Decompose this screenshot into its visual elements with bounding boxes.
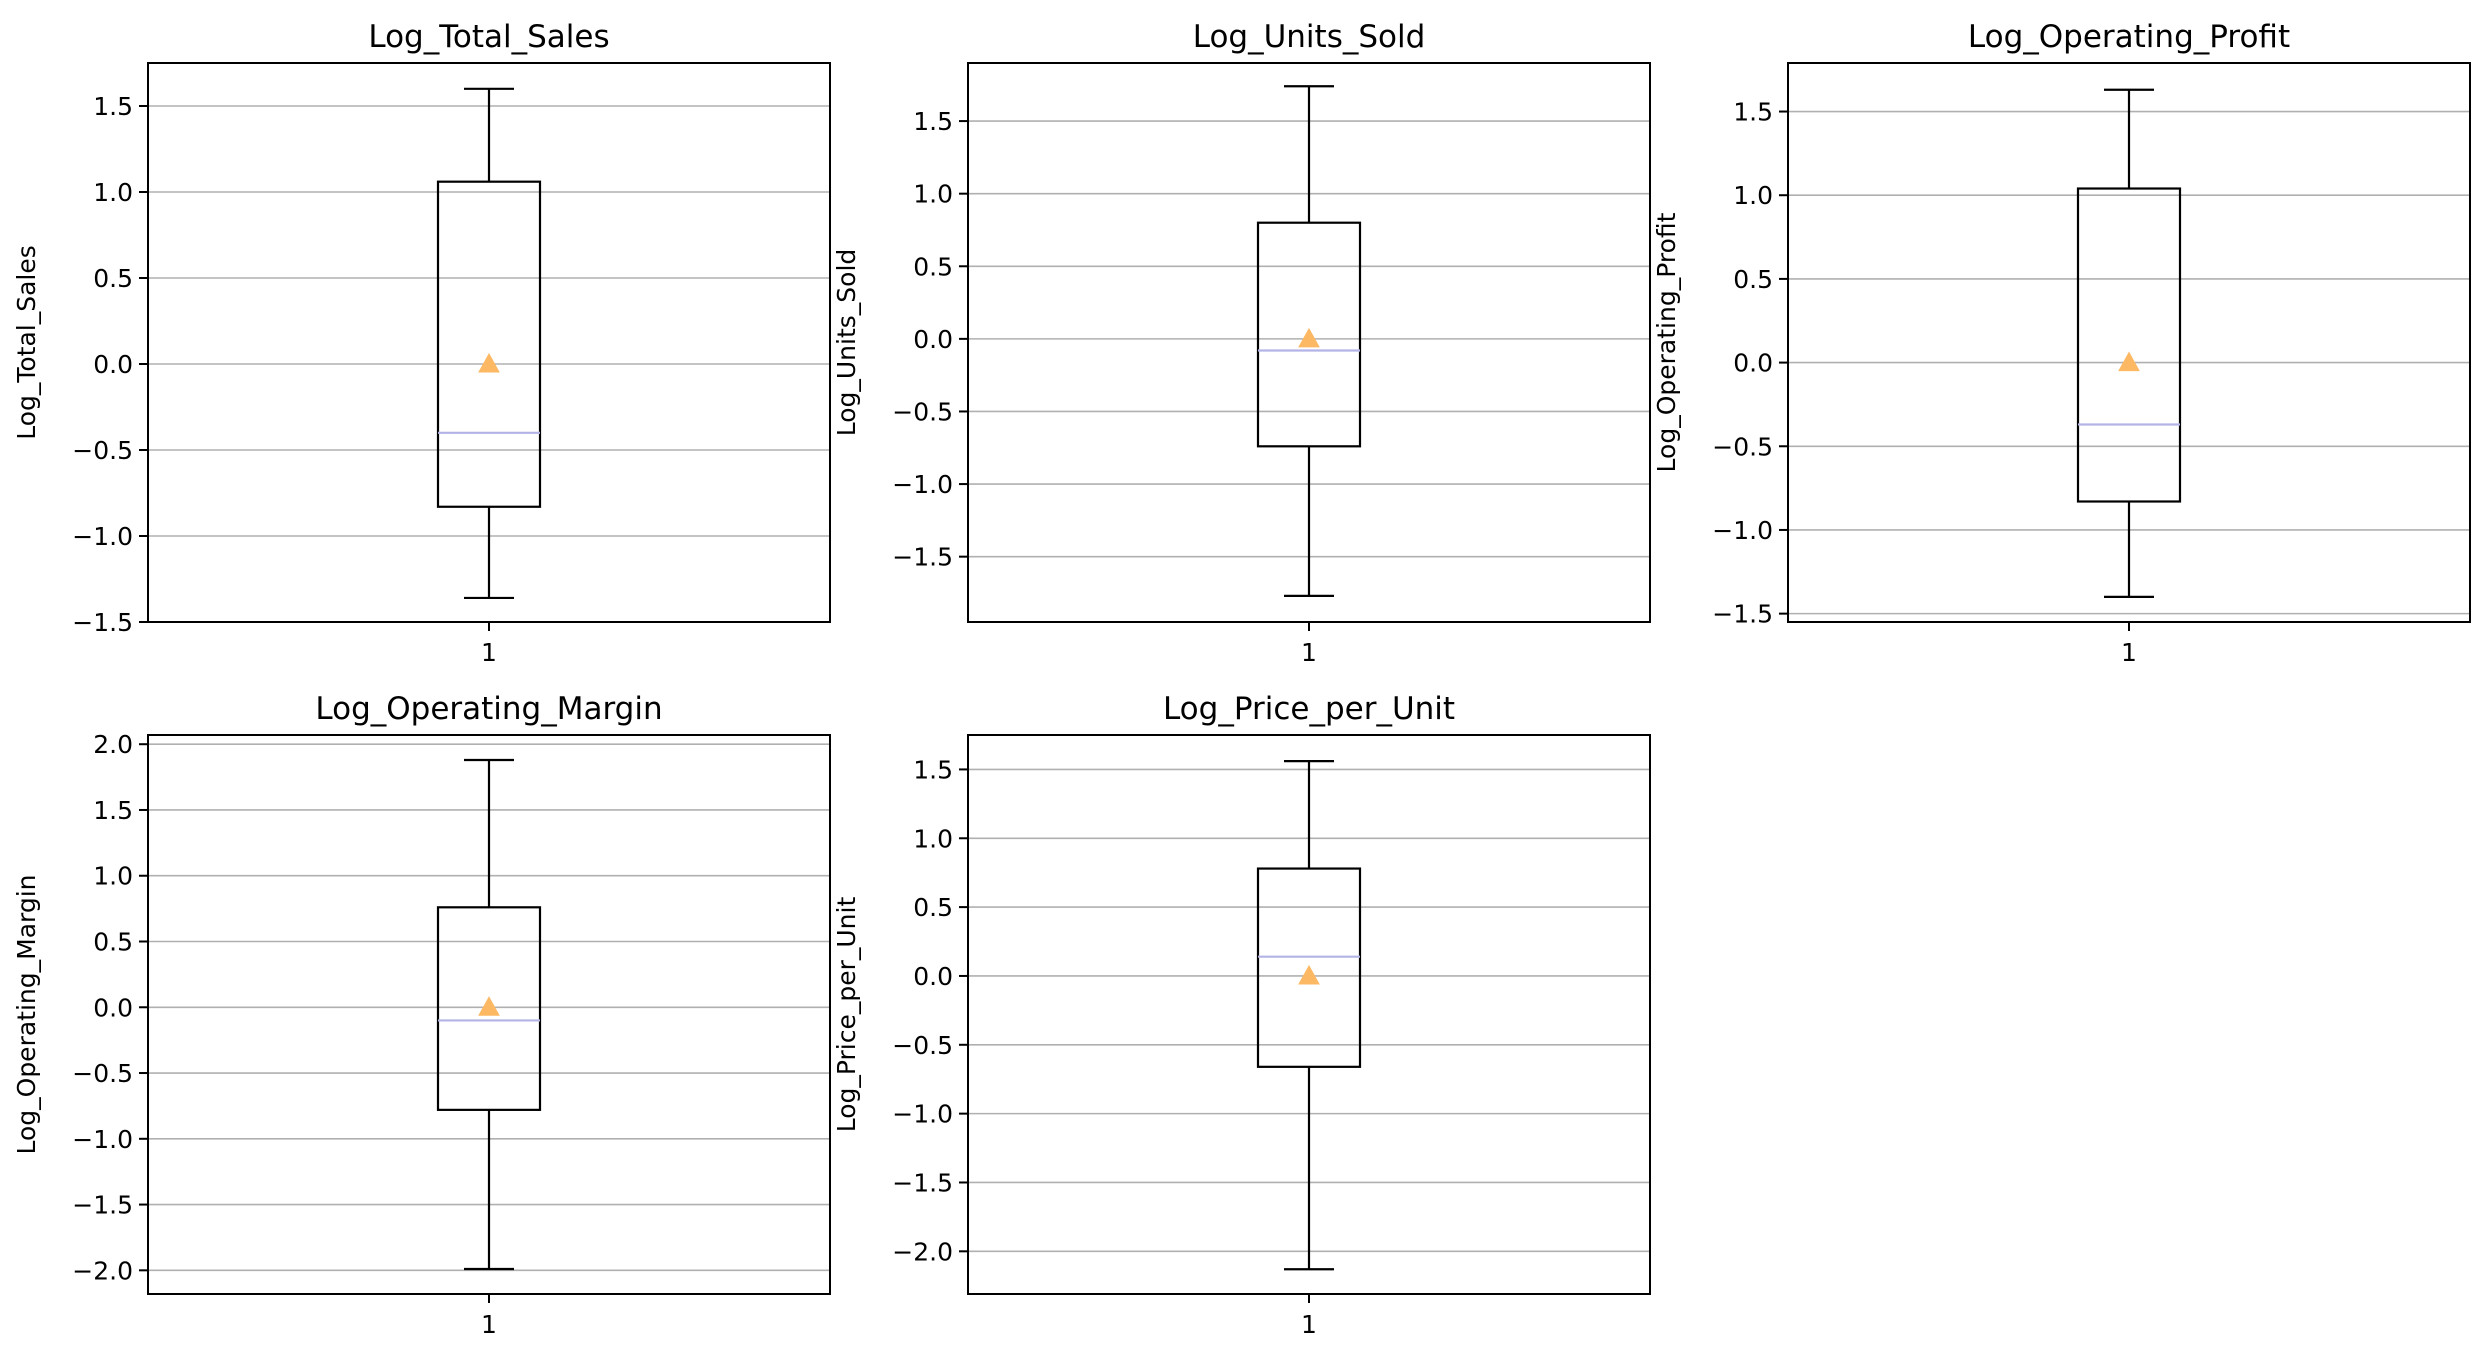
x-tick-label: 1 xyxy=(481,638,497,667)
y-tick-label: 1.5 xyxy=(93,796,133,825)
y-tick-label: 0.0 xyxy=(93,350,133,379)
y-tick-label: 1.5 xyxy=(93,92,133,121)
y-axis-label: Log_Price_per_Unit xyxy=(832,897,861,1133)
subplot-title: Log_Units_Sold xyxy=(1193,19,1426,55)
y-tick-label: 1.0 xyxy=(1733,181,1773,210)
y-axis-label: Log_Total_Sales xyxy=(12,245,41,440)
iqr-box xyxy=(1256,867,1362,1068)
subplot-5: −2.0 −1.5 −1.0 −0.5 0.0 0.5 1.0 1.5 1 Log_Price_p… xyxy=(832,691,1651,1339)
y-tick-label: −1.5 xyxy=(1712,600,1773,629)
y-tick-label: 0.5 xyxy=(1733,265,1773,294)
mean-marker xyxy=(1298,327,1320,348)
y-tick-label: 0.0 xyxy=(93,993,133,1022)
y-tick-label: 1.5 xyxy=(913,755,953,784)
subplot-3: −1.5 −1.0 −0.5 0.0 0.5 1.0 1.5 1 Log_Operating_P… xyxy=(1652,19,2471,667)
y-tick-label: −1.0 xyxy=(892,470,953,499)
y-tick-label: −1.5 xyxy=(72,608,133,637)
y-tick-label: 1.0 xyxy=(913,180,953,209)
y-tick-label: 1.0 xyxy=(93,862,133,891)
iqr-box xyxy=(436,906,542,1111)
y-tick-label: 0.0 xyxy=(1733,349,1773,378)
subplot-title: Log_Price_per_Unit xyxy=(1163,691,1455,727)
y-tick-label: 0.0 xyxy=(913,962,953,991)
y-tick-label: −2.0 xyxy=(72,1256,133,1285)
y-tick-label: −0.5 xyxy=(72,436,133,465)
y-tick-label: −1.0 xyxy=(892,1100,953,1129)
subplot-title: Log_Operating_Profit xyxy=(1968,19,2290,55)
y-tick-label: −1.5 xyxy=(892,543,953,572)
y-tick-label: −0.5 xyxy=(892,397,953,426)
subplot-1: −1.5 −1.0 −0.5 0.0 0.5 1.0 1.5 1 Log_Total_Sales… xyxy=(12,19,831,667)
iqr-box xyxy=(1256,221,1362,448)
y-tick-label: −0.5 xyxy=(1712,432,1773,461)
mean-marker xyxy=(478,352,500,373)
x-tick-label: 1 xyxy=(1301,1310,1317,1339)
mean-marker xyxy=(2118,351,2140,372)
y-tick-label: −1.0 xyxy=(72,1125,133,1154)
mean-marker xyxy=(478,996,500,1016)
y-tick-label: 1.0 xyxy=(913,824,953,853)
y-axis-label: Log_Operating_Margin xyxy=(12,874,41,1154)
x-tick-label: 1 xyxy=(2121,638,2137,667)
y-tick-label: −0.5 xyxy=(892,1031,953,1060)
y-tick-label: 1.5 xyxy=(1733,98,1773,127)
iqr-box xyxy=(2076,187,2182,503)
iqr-box xyxy=(436,180,542,508)
y-tick-label: −0.5 xyxy=(72,1059,133,1088)
y-tick-label: 0.5 xyxy=(93,928,133,957)
y-tick-label: 0.5 xyxy=(93,264,133,293)
y-tick-label: −1.5 xyxy=(72,1191,133,1220)
y-tick-label: −2.0 xyxy=(892,1237,953,1266)
subplot-4: −2.0 −1.5 −1.0 −0.5 0.0 0.5 1.0 1.5 2.0 1 Log_Oper… xyxy=(12,691,831,1339)
x-tick-label: 1 xyxy=(481,1310,497,1339)
subplot-title: Log_Total_Sales xyxy=(368,19,609,55)
y-tick-label: −1.0 xyxy=(1712,516,1773,545)
y-tick-label: 0.5 xyxy=(913,893,953,922)
mean-marker xyxy=(1298,964,1320,985)
y-tick-label: 0.0 xyxy=(913,325,953,354)
y-tick-label: 1.0 xyxy=(93,178,133,207)
y-tick-label: −1.5 xyxy=(892,1168,953,1197)
y-tick-label: 2.0 xyxy=(93,730,133,759)
subplot-title: Log_Operating_Margin xyxy=(315,691,662,727)
x-tick-label: 1 xyxy=(1301,638,1317,667)
y-axis-label: Log_Units_Sold xyxy=(832,249,861,437)
subplot-2: −1.5 −1.0 −0.5 0.0 0.5 1.0 1.5 1 Log_Units_Sold L… xyxy=(832,19,1651,667)
y-axis-label: Log_Operating_Profit xyxy=(1652,212,1681,472)
y-tick-label: 1.5 xyxy=(913,107,953,136)
y-tick-label: 0.5 xyxy=(913,252,953,281)
y-tick-label: −1.0 xyxy=(72,522,133,551)
